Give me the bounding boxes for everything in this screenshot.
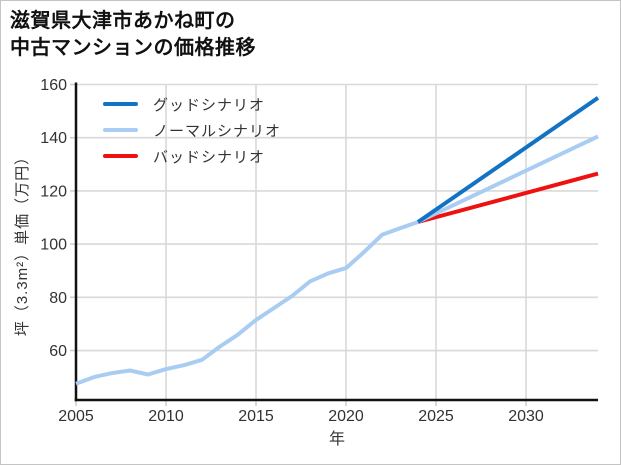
gridlines — [75, 83, 598, 400]
y-tick-label-60: 60 — [49, 343, 67, 360]
y-axis-title: 坪（3.3m²）単価（万円） — [14, 148, 32, 336]
x-tick-label-2025: 2025 — [418, 408, 454, 425]
series-line-バッドシナリオ — [417, 171, 599, 224]
y-axis-title-wrap: 坪（3.3m²）単価（万円） — [11, 84, 33, 400]
x-tick-label-2010: 2010 — [148, 408, 184, 425]
x-tick-label-2020: 2020 — [328, 408, 364, 425]
bad-scenario-line-swatch — [103, 154, 138, 158]
y-tick-label-120: 120 — [40, 183, 67, 200]
legend: グッドシナリオ ノーマルシナリオ バッドシナリオ — [103, 91, 281, 169]
legend-label-bad: バッドシナリオ — [153, 148, 266, 166]
x-tick-label-2030: 2030 — [508, 408, 544, 425]
good-scenario-line-swatch — [103, 102, 138, 106]
legend-item-bad: バッドシナリオ — [103, 143, 281, 169]
series-line-ノーマルシナリオ — [417, 134, 599, 224]
x-tick-labels: 2005 2010 2015 2020 2025 2030 — [58, 408, 544, 425]
series-line-historical — [75, 220, 419, 386]
x-tick-label-2005: 2005 — [58, 408, 94, 425]
chart-title: 滋賀県大津市あかね町の 中古マンションの価格推移 — [10, 8, 256, 62]
y-tick-labels: 60 80 100 120 140 160 — [40, 77, 67, 360]
tick-marks — [70, 83, 527, 406]
x-tick-label-2015: 2015 — [238, 408, 274, 425]
legend-item-good: グッドシナリオ — [103, 91, 281, 117]
chart-title-line2: 中古マンションの価格推移 — [10, 37, 256, 59]
y-tick-label-160: 160 — [40, 77, 67, 94]
y-tick-label-140: 140 — [40, 130, 67, 147]
series-line-グッドシナリオ — [416, 96, 600, 224]
axes — [74, 82, 598, 402]
x-axis-title: 年 — [328, 431, 345, 448]
series-lines — [75, 96, 600, 386]
legend-item-normal: ノーマルシナリオ — [103, 117, 281, 143]
y-tick-label-100: 100 — [40, 237, 67, 254]
legend-label-normal: ノーマルシナリオ — [153, 122, 282, 140]
y-tick-label-80: 80 — [49, 290, 67, 307]
normal-scenario-line-swatch — [103, 128, 138, 132]
legend-label-good: グッドシナリオ — [153, 96, 266, 114]
chart-title-line1: 滋賀県大津市あかね町の — [10, 10, 236, 32]
